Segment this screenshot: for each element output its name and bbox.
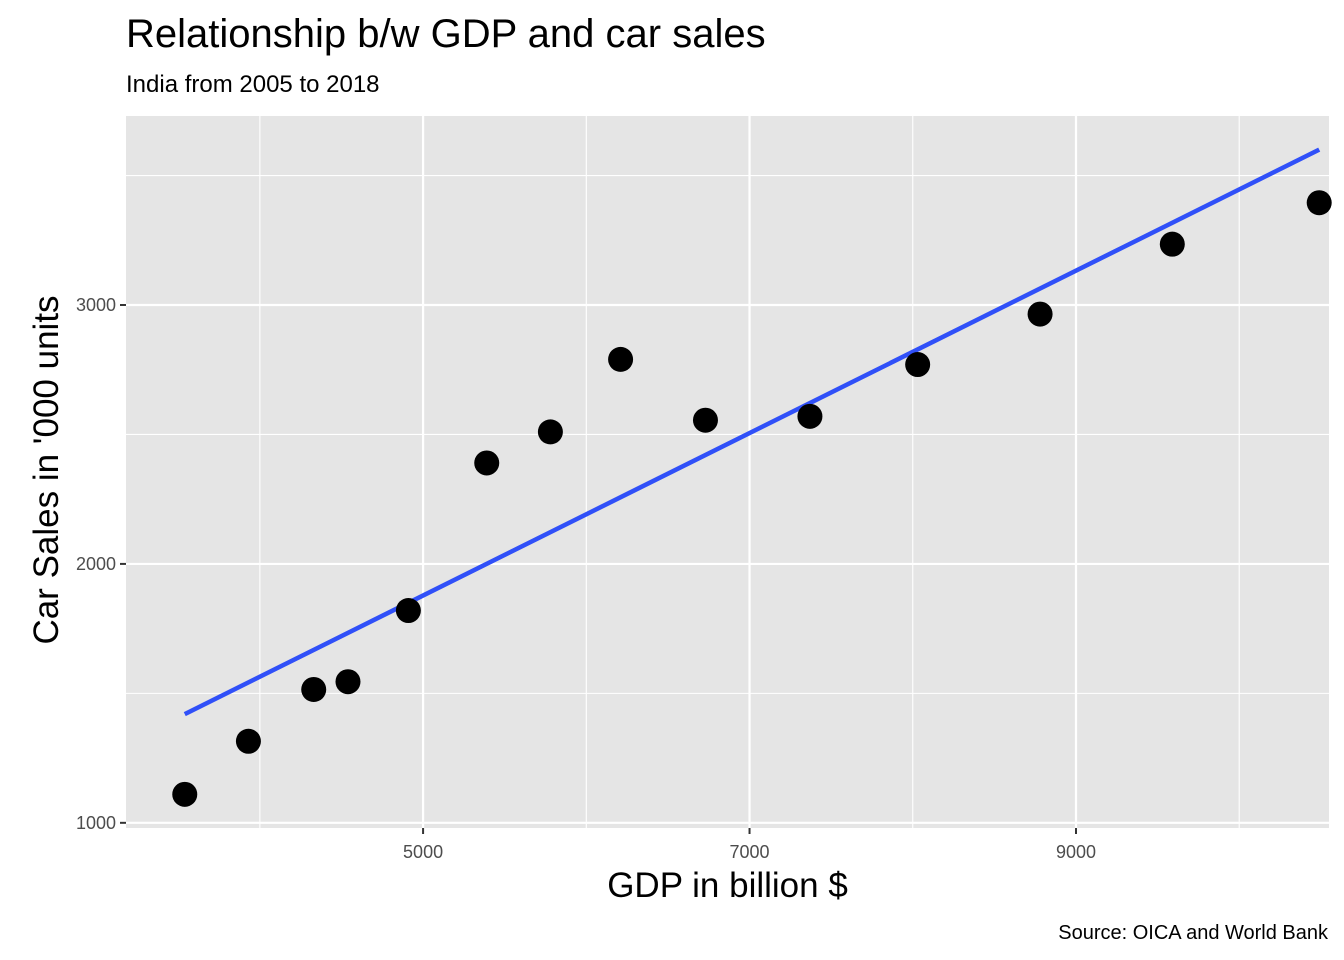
x-axis-label: GDP in billion $ bbox=[607, 866, 848, 905]
data-point bbox=[172, 781, 198, 807]
data-point bbox=[692, 407, 718, 433]
plot-panel bbox=[126, 116, 1329, 828]
data-point bbox=[1306, 190, 1332, 216]
y-axis: 1000 2000 3000 bbox=[76, 295, 126, 833]
chart-subtitle: India from 2005 to 2018 bbox=[126, 71, 380, 98]
y-axis-label: Car Sales in '000 units bbox=[27, 295, 66, 645]
data-point bbox=[608, 346, 634, 372]
data-point bbox=[1027, 301, 1053, 327]
data-point bbox=[335, 669, 361, 695]
major-gridlines bbox=[126, 116, 1329, 828]
data-point bbox=[797, 403, 823, 429]
data-point bbox=[1159, 231, 1185, 257]
data-points bbox=[172, 190, 1332, 807]
x-tick-label: 9000 bbox=[1056, 842, 1096, 862]
trend-line bbox=[183, 147, 1321, 717]
data-point bbox=[537, 419, 563, 445]
minor-gridlines bbox=[126, 116, 1329, 828]
data-point bbox=[905, 352, 931, 378]
x-axis: 5000 7000 9000 bbox=[403, 828, 1096, 862]
data-point bbox=[301, 676, 327, 702]
chart-caption: Source: OICA and World Bank bbox=[1058, 922, 1328, 944]
x-tick-label: 7000 bbox=[730, 842, 770, 862]
y-tick-label: 2000 bbox=[76, 554, 116, 574]
data-point bbox=[395, 598, 421, 624]
x-tick-label: 5000 bbox=[403, 842, 443, 862]
trend-line-layer bbox=[183, 147, 1321, 717]
y-tick-label: 3000 bbox=[76, 295, 116, 315]
data-point bbox=[474, 450, 500, 476]
y-tick-label: 1000 bbox=[76, 813, 116, 833]
chart-title: Relationship b/w GDP and car sales bbox=[126, 12, 766, 56]
data-point bbox=[235, 728, 261, 754]
